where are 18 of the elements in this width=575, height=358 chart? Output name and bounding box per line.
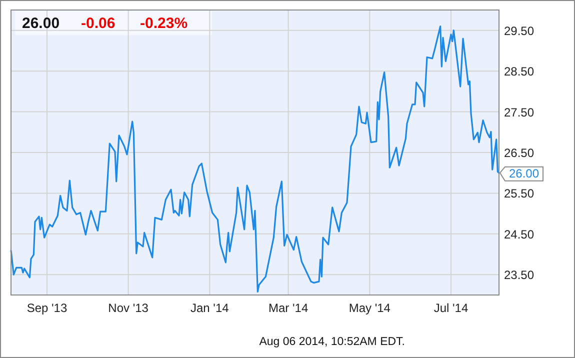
x-tick-label: May '14 (348, 301, 391, 315)
annotation: 26.00 (22, 15, 60, 32)
y-tick-label: 26.50 (504, 146, 534, 160)
y-tick-label: 29.50 (504, 24, 534, 38)
annotation: -0.06 (81, 15, 116, 32)
x-tick-label: Nov '13 (108, 301, 149, 315)
y-tick-label: 25.50 (504, 186, 534, 201)
annotation: -0.23% (140, 15, 188, 32)
x-tick-label: Mar '14 (268, 301, 308, 315)
x-tick-label: Jul '14 (434, 301, 468, 315)
y-tick-label: 28.50 (504, 64, 534, 79)
y-tick-label: 23.50 (504, 268, 534, 282)
y-tick-label: 24.50 (504, 227, 534, 242)
y-tick-label: 27.50 (504, 105, 534, 120)
annotation: 26.00 (508, 166, 540, 180)
x-tick-label: Sep '13 (26, 301, 68, 315)
text: Aug 06 2014, 10:52AM EDT. (259, 336, 405, 348)
x-tick-label: Jan '14 (190, 301, 230, 315)
